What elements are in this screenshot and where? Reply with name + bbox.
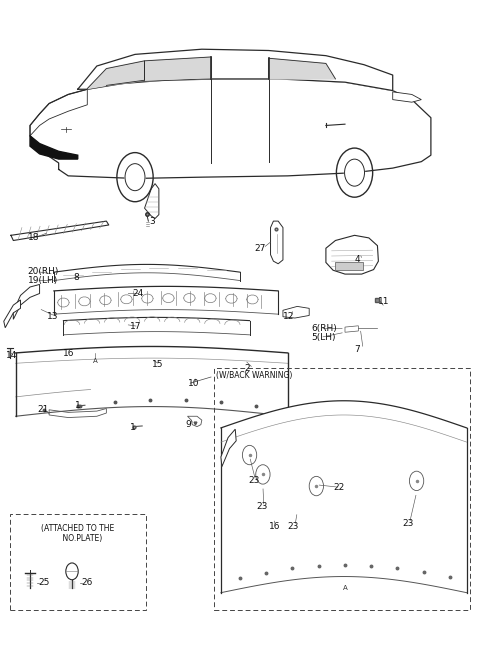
Circle shape xyxy=(66,563,78,580)
Text: 4: 4 xyxy=(355,255,360,264)
Text: 14: 14 xyxy=(6,351,18,360)
Circle shape xyxy=(125,164,145,191)
Text: 1: 1 xyxy=(75,401,81,410)
Text: 19(LH): 19(LH) xyxy=(28,276,58,285)
Polygon shape xyxy=(4,300,21,328)
Circle shape xyxy=(409,471,424,491)
Text: 3: 3 xyxy=(149,217,155,226)
Polygon shape xyxy=(78,49,393,91)
Polygon shape xyxy=(269,58,336,79)
Polygon shape xyxy=(87,61,144,89)
Bar xyxy=(336,262,363,270)
Text: 26: 26 xyxy=(82,578,93,587)
Polygon shape xyxy=(271,221,283,263)
Text: 18: 18 xyxy=(28,233,39,242)
Text: 25: 25 xyxy=(38,578,50,587)
Circle shape xyxy=(242,445,257,465)
Polygon shape xyxy=(221,429,236,467)
Text: 27: 27 xyxy=(254,244,266,252)
Text: 23: 23 xyxy=(257,502,268,511)
Polygon shape xyxy=(11,221,109,241)
Text: 16: 16 xyxy=(63,349,75,358)
Text: 7: 7 xyxy=(355,345,360,354)
Text: (W/BACK WARNING): (W/BACK WARNING) xyxy=(216,371,292,380)
Text: 21: 21 xyxy=(37,406,48,414)
Polygon shape xyxy=(326,236,378,274)
Text: 16: 16 xyxy=(269,522,280,531)
Circle shape xyxy=(309,476,324,496)
Text: 23: 23 xyxy=(288,522,299,531)
Text: A: A xyxy=(343,585,348,591)
Text: 15: 15 xyxy=(152,360,163,369)
Polygon shape xyxy=(30,136,78,159)
Text: 11: 11 xyxy=(378,297,390,306)
Text: (ATTACHED TO THE
    NO.PLATE): (ATTACHED TO THE NO.PLATE) xyxy=(41,524,114,543)
Text: 2: 2 xyxy=(245,364,251,373)
Text: A: A xyxy=(93,358,98,363)
Text: 23: 23 xyxy=(402,519,414,528)
Circle shape xyxy=(256,465,270,484)
Polygon shape xyxy=(30,79,431,178)
Text: 10: 10 xyxy=(188,380,199,389)
Polygon shape xyxy=(283,306,309,318)
Text: 5(LH): 5(LH) xyxy=(312,333,336,342)
Polygon shape xyxy=(345,326,359,332)
Polygon shape xyxy=(144,184,159,219)
Text: 9: 9 xyxy=(185,420,191,429)
Text: 24: 24 xyxy=(132,289,144,298)
Text: 1: 1 xyxy=(130,423,136,432)
Text: 13: 13 xyxy=(47,312,58,321)
Text: 22: 22 xyxy=(333,483,344,492)
Text: 17: 17 xyxy=(130,322,142,331)
Text: 8: 8 xyxy=(73,273,79,282)
Polygon shape xyxy=(13,284,39,319)
Polygon shape xyxy=(49,408,107,417)
Text: 12: 12 xyxy=(283,312,294,321)
Polygon shape xyxy=(188,416,202,426)
Text: 20(RH): 20(RH) xyxy=(28,267,59,276)
Polygon shape xyxy=(144,57,211,80)
Text: 23: 23 xyxy=(249,476,260,485)
Circle shape xyxy=(345,159,364,186)
Polygon shape xyxy=(393,92,421,102)
Text: 6(RH): 6(RH) xyxy=(312,324,337,333)
